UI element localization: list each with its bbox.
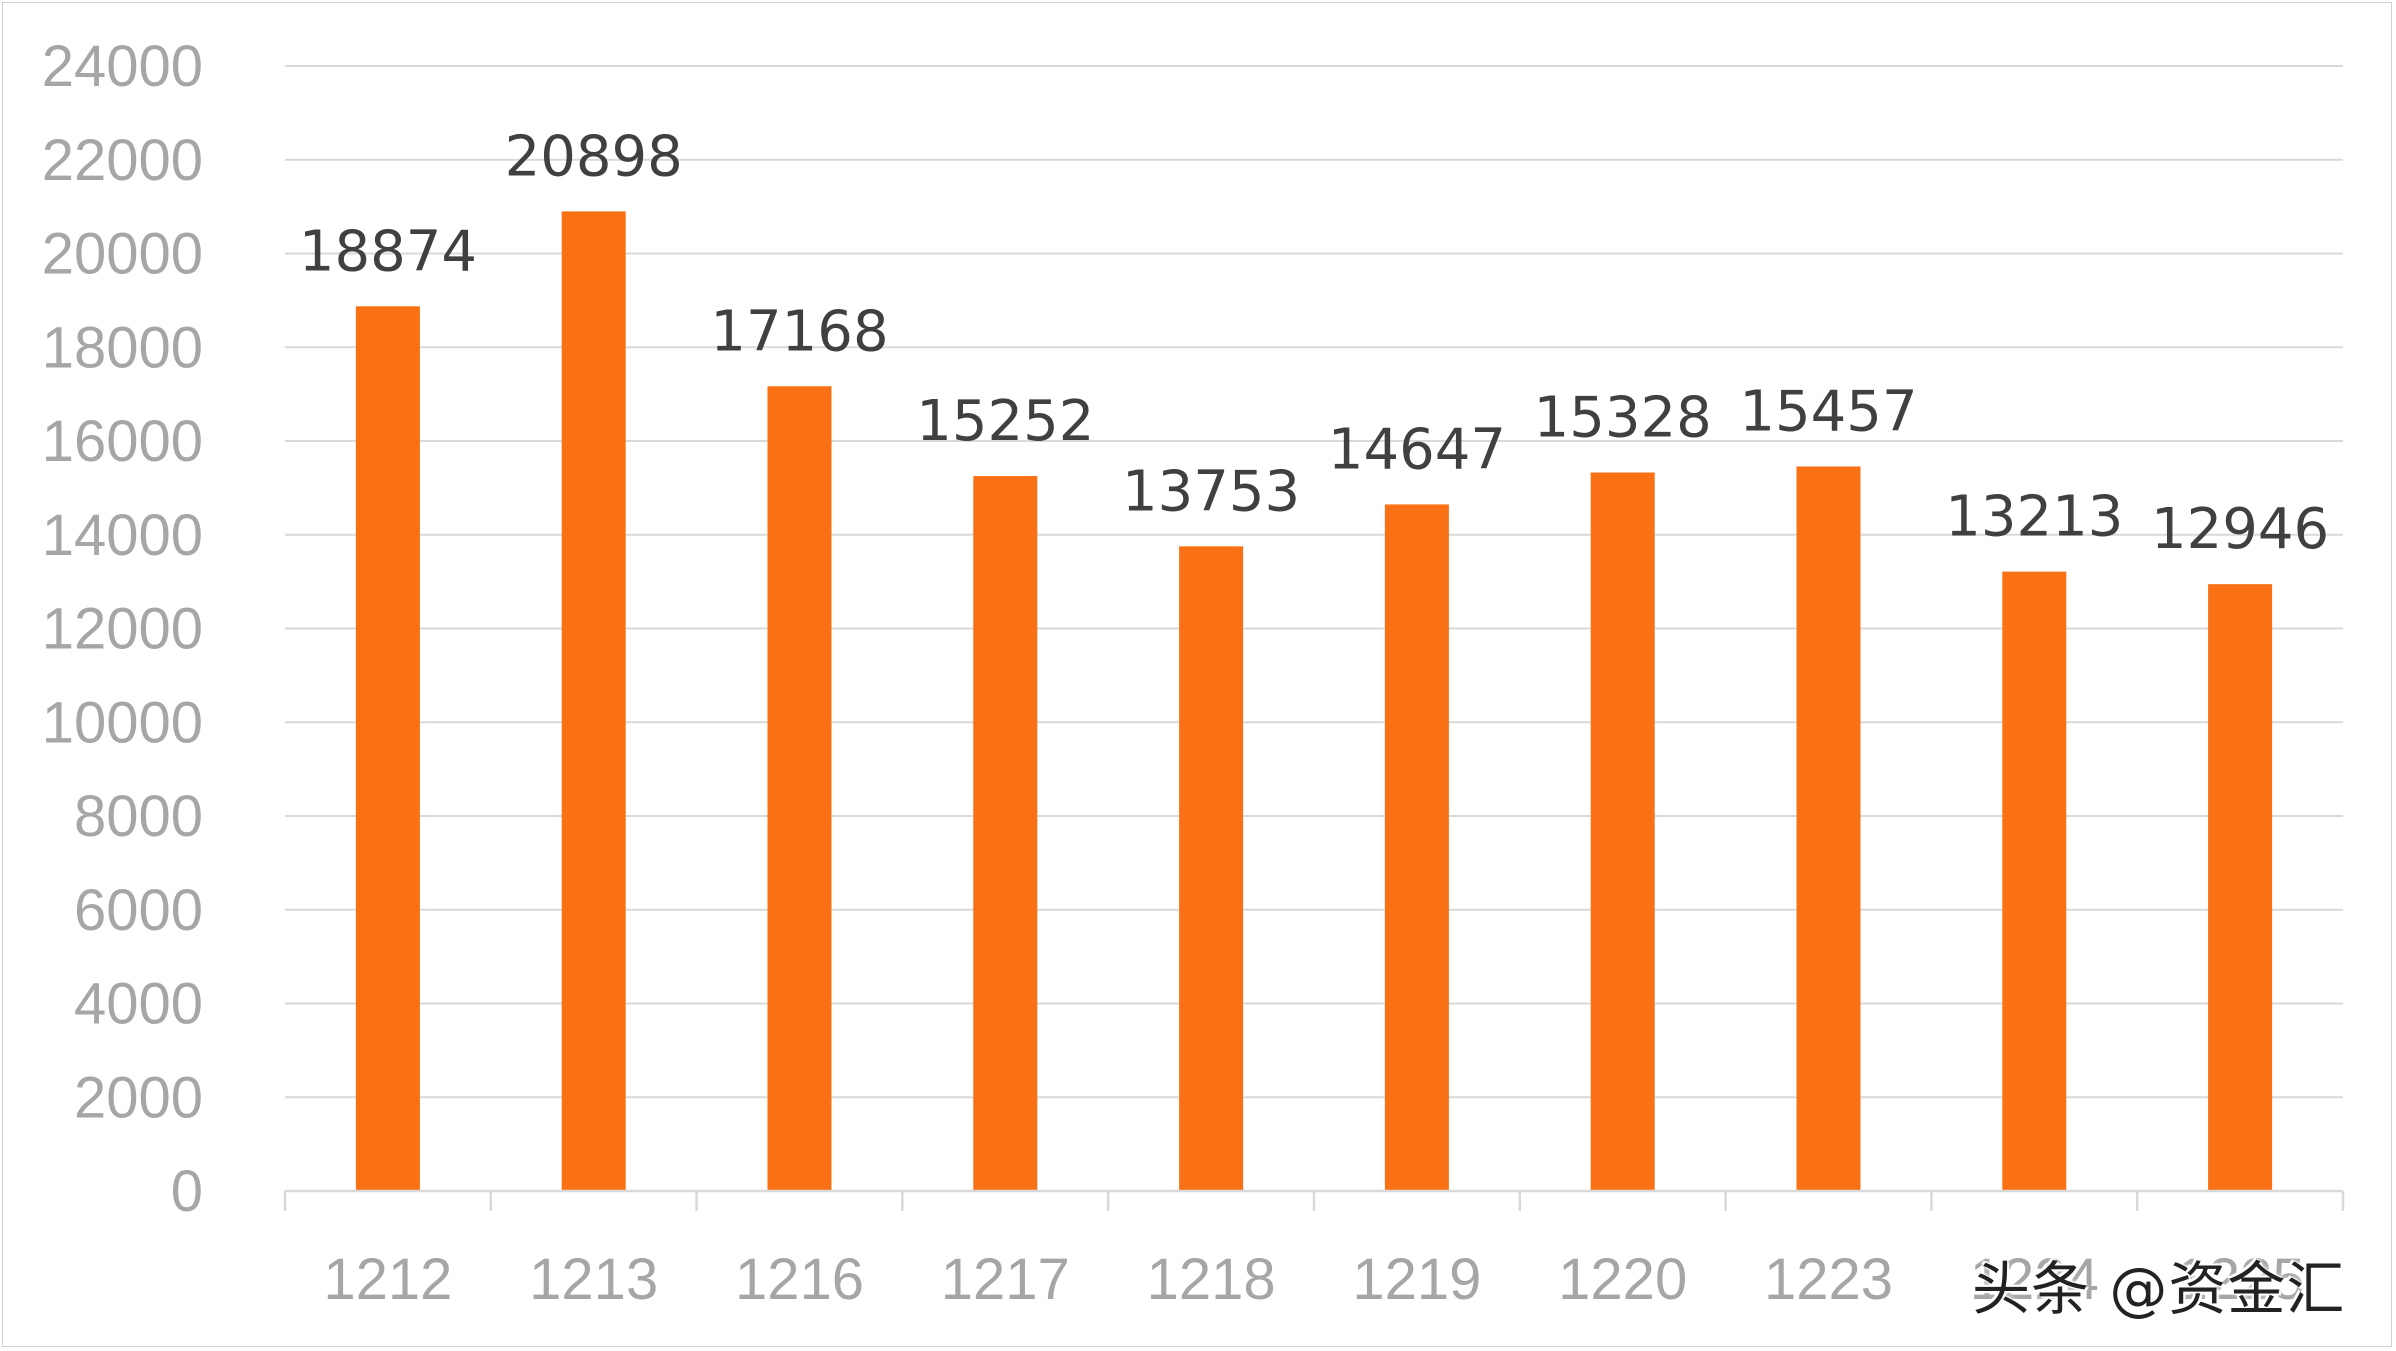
x-tick-label: 1218: [1147, 1247, 1276, 1312]
x-tick-label: 1224: [1970, 1247, 2099, 1312]
bar: [1384, 504, 1449, 1191]
x-tick-label: 1217: [941, 1247, 1070, 1312]
x-tick-label: 1216: [735, 1247, 864, 1312]
gridlines: [285, 65, 2343, 1099]
y-tick-label: 24000: [42, 34, 203, 99]
bar: [561, 211, 626, 1191]
y-tick-label: 16000: [42, 409, 203, 474]
y-axis-ticks: 0 2000 4000 6000 8000 10000 12000 14000 16000 180…: [42, 34, 203, 1224]
y-tick-label: 20000: [42, 222, 203, 287]
data-label: 17168: [710, 299, 888, 364]
watermark: 头条 @资金汇: [1972, 1255, 2346, 1323]
data-label: 15457: [1739, 379, 1917, 444]
data-labels: 18874 20898 17168 15252 13753 14647 15328 15457…: [299, 124, 2329, 562]
y-tick-label: 14000: [42, 503, 203, 568]
data-label: 15252: [916, 389, 1094, 454]
data-label: 20898: [505, 124, 683, 189]
bar: [973, 476, 1038, 1191]
data-label: 13753: [1122, 459, 1300, 524]
bar: [1179, 546, 1244, 1191]
x-tick-label: 1223: [1764, 1247, 1893, 1312]
y-tick-label: 22000: [42, 128, 203, 193]
y-tick-label: 4000: [74, 972, 203, 1037]
data-label: 12946: [2151, 497, 2329, 562]
x-tick-label: 1220: [1558, 1247, 1687, 1312]
bar: [1590, 472, 1655, 1191]
y-tick-label: 12000: [42, 597, 203, 662]
x-tick-label: 1225: [2176, 1247, 2305, 1312]
y-tick-label: 18000: [42, 315, 203, 380]
x-tick-label: 1219: [1352, 1247, 1481, 1312]
bar: [767, 386, 832, 1191]
x-axis: [283, 1189, 2345, 1211]
bar: [1796, 466, 1861, 1191]
x-axis-ticks: 1212 1213 1216 1217 1218 1219 1220 1223 1224 1225: [323, 1247, 2304, 1312]
x-tick-label: 1212: [323, 1247, 452, 1312]
data-label: 13213: [1945, 485, 2123, 550]
bar: [355, 306, 420, 1191]
y-tick-label: 0: [171, 1159, 203, 1224]
y-tick-label: 8000: [74, 784, 203, 849]
data-label: 15328: [1534, 386, 1712, 451]
y-tick-label: 2000: [74, 1065, 203, 1130]
data-label: 18874: [299, 219, 477, 284]
y-tick-label: 6000: [74, 878, 203, 943]
bars: [355, 211, 2273, 1191]
y-tick-label: 10000: [42, 690, 203, 755]
bar: [2208, 584, 2273, 1191]
data-label: 14647: [1328, 417, 1506, 482]
bar: [2002, 571, 2067, 1191]
x-tick-label: 1213: [529, 1247, 658, 1312]
